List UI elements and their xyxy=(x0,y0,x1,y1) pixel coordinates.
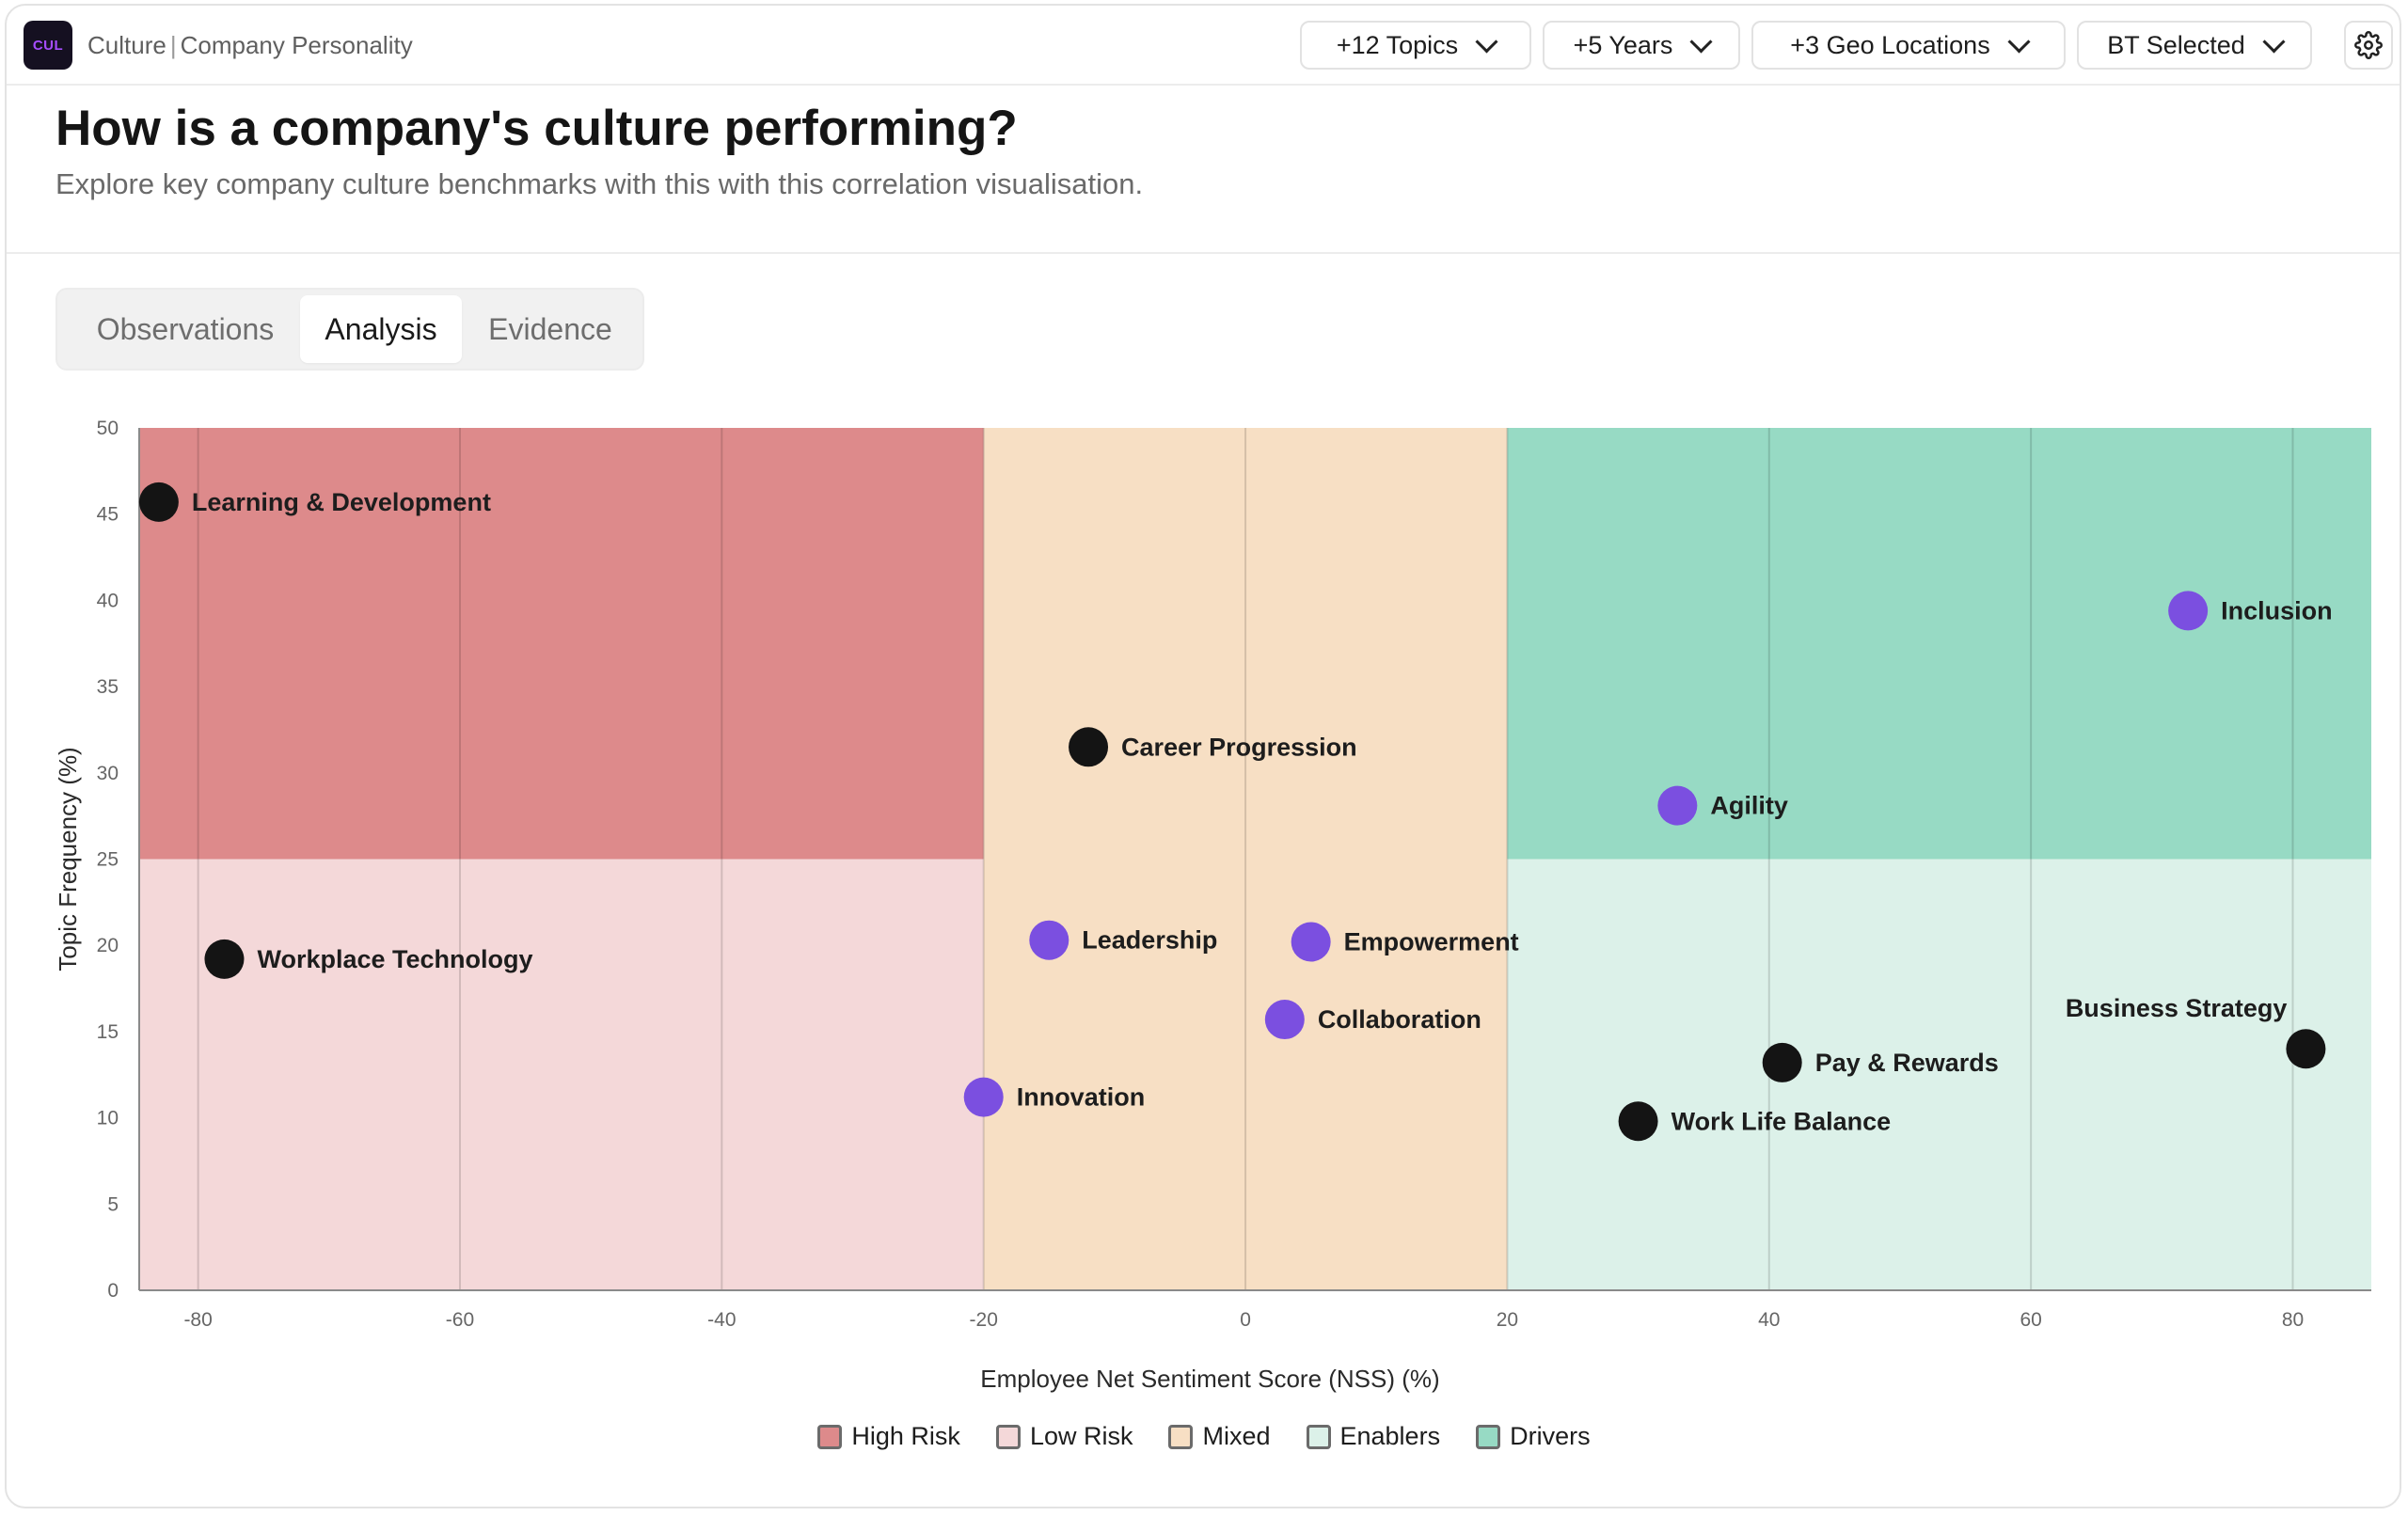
point-business-strategy xyxy=(2286,1029,2326,1069)
point-label: Leadership xyxy=(1082,926,1217,955)
settings-button[interactable] xyxy=(2344,21,2393,70)
region-low-risk xyxy=(139,859,984,1290)
point-work-life-balance xyxy=(1618,1101,1658,1142)
bt-selected-dropdown[interactable]: BT Selected xyxy=(2077,21,2312,70)
legend-swatch xyxy=(995,1424,1021,1449)
legend-swatch xyxy=(1168,1424,1194,1449)
point-label: Business Strategy xyxy=(2066,994,2288,1022)
legend-item-drivers[interactable]: Drivers xyxy=(1476,1422,1591,1451)
point-pay-and-rewards xyxy=(1762,1042,1802,1082)
point-label: Work Life Balance xyxy=(1671,1107,1892,1135)
years-filter-dropdown[interactable]: +5 Years xyxy=(1543,21,1740,70)
legend-swatch xyxy=(1476,1424,1501,1449)
tab-observations[interactable]: Observations xyxy=(96,312,275,346)
legend-item-high-risk[interactable]: High Risk xyxy=(817,1422,960,1451)
legend-label: Enablers xyxy=(1339,1422,1441,1450)
point-agility xyxy=(1657,785,1698,826)
x-tick-label: 40 xyxy=(1758,1309,1780,1331)
legend-item-low-risk[interactable]: Low Risk xyxy=(995,1422,1133,1451)
section-divider xyxy=(7,252,2400,254)
legend-swatch xyxy=(1306,1424,1331,1449)
x-tick-label: -60 xyxy=(446,1309,474,1331)
region-mixed xyxy=(983,428,1508,1290)
legend-label: High Risk xyxy=(851,1422,960,1450)
point-career-progression xyxy=(1069,727,1109,767)
point-label: Learning & Development xyxy=(192,488,491,516)
app-breadcrumb: Culture | Company Personality xyxy=(87,31,413,60)
filter-label: +3 Geo Locations xyxy=(1790,30,1990,59)
point-learning-and-development xyxy=(138,482,179,522)
x-tick-label: -40 xyxy=(707,1309,736,1331)
page-title: How is a company's culture performing? xyxy=(55,101,1018,156)
legend-swatch xyxy=(817,1424,843,1449)
y-tick-label: 10 xyxy=(97,1108,119,1129)
region-enablers xyxy=(1507,859,2371,1290)
y-axis-title: Topic Frequency (%) xyxy=(54,747,82,971)
x-tick-label: -20 xyxy=(970,1309,998,1331)
y-tick-label: 30 xyxy=(97,763,119,784)
point-collaboration xyxy=(1264,1000,1305,1040)
legend-label: Drivers xyxy=(1510,1422,1591,1450)
filter-label: +12 Topics xyxy=(1336,30,1459,59)
y-tick-label: 0 xyxy=(107,1280,119,1302)
page-subtitle: Explore key company culture benchmarks w… xyxy=(55,167,1144,200)
point-label: Innovation xyxy=(1017,1083,1146,1112)
tab-analysis[interactable]: Analysis xyxy=(300,295,462,363)
breadcrumb-separator: | xyxy=(169,31,177,59)
app-logo[interactable]: CUL xyxy=(24,21,72,70)
x-tick-label: 0 xyxy=(1240,1309,1251,1331)
y-tick-label: 5 xyxy=(107,1193,119,1215)
y-tick-label: 20 xyxy=(97,935,119,956)
section-name: Company Personality xyxy=(180,31,413,59)
point-leadership xyxy=(1029,920,1069,960)
y-tick-label: 50 xyxy=(97,418,119,439)
top-bar: CUL Culture | Company Personality +12 Topi… xyxy=(7,6,2400,86)
point-innovation xyxy=(963,1077,1004,1117)
point-label: Agility xyxy=(1710,792,1788,820)
tab-evidence[interactable]: Evidence xyxy=(488,312,612,346)
x-axis-title: Employee Net Sentiment Score (NSS) (%) xyxy=(980,1365,1439,1393)
y-tick-label: 45 xyxy=(97,504,119,526)
x-tick-label: 20 xyxy=(1497,1309,1518,1331)
gear-icon xyxy=(2354,31,2383,59)
point-workplace-technology xyxy=(204,939,245,979)
y-tick-label: 35 xyxy=(97,676,119,698)
app-name: Culture xyxy=(87,31,166,59)
region-high-risk xyxy=(139,428,984,860)
y-tick-label: 40 xyxy=(97,590,119,611)
legend-label: Mixed xyxy=(1202,1422,1271,1450)
point-label: Career Progression xyxy=(1121,733,1357,761)
y-tick-label: 25 xyxy=(97,849,119,871)
topics-filter-dropdown[interactable]: +12 Topics xyxy=(1300,21,1531,70)
region-drivers xyxy=(1507,428,2371,860)
x-tick-label: 80 xyxy=(2282,1309,2304,1331)
chart-legend: High Risk Low Risk Mixed Enablers Driver… xyxy=(0,1422,2408,1451)
view-tabs: Observations Analysis Evidence xyxy=(55,288,644,371)
point-inclusion xyxy=(2168,591,2209,631)
point-label: Collaboration xyxy=(1318,1005,1481,1034)
x-tick-label: 60 xyxy=(2020,1309,2041,1331)
point-empowerment xyxy=(1291,922,1331,962)
legend-item-enablers[interactable]: Enablers xyxy=(1306,1422,1441,1451)
x-tick-label: -80 xyxy=(183,1309,212,1331)
point-label: Workplace Technology xyxy=(257,945,532,973)
filter-label: BT Selected xyxy=(2107,30,2245,59)
point-label: Pay & Rewards xyxy=(1815,1049,1999,1077)
geo-locations-filter-dropdown[interactable]: +3 Geo Locations xyxy=(1751,21,2066,70)
point-label: Inclusion xyxy=(2221,596,2333,624)
legend-label: Low Risk xyxy=(1029,1422,1133,1450)
legend-item-mixed[interactable]: Mixed xyxy=(1168,1422,1271,1451)
y-tick-label: 15 xyxy=(97,1021,119,1043)
filter-label: +5 Years xyxy=(1573,30,1673,59)
point-label: Empowerment xyxy=(1344,928,1519,956)
